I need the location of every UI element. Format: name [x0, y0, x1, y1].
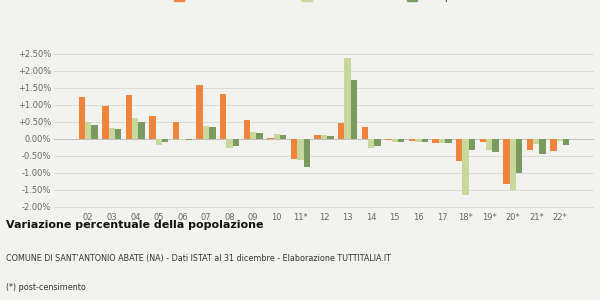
- Bar: [132, 118, 139, 139]
- Bar: [362, 127, 368, 139]
- Bar: [550, 139, 557, 152]
- Bar: [291, 139, 297, 159]
- Text: (*) post-censimento: (*) post-censimento: [6, 284, 86, 292]
- Bar: [321, 135, 327, 139]
- Bar: [173, 122, 179, 139]
- Bar: [533, 139, 539, 144]
- Bar: [297, 139, 304, 160]
- Bar: [79, 97, 85, 139]
- Bar: [527, 139, 533, 151]
- Bar: [91, 125, 98, 139]
- Bar: [109, 128, 115, 139]
- Bar: [203, 126, 209, 139]
- Bar: [338, 123, 344, 139]
- Bar: [479, 139, 486, 142]
- Bar: [209, 127, 215, 139]
- Bar: [327, 136, 334, 139]
- Bar: [509, 139, 516, 190]
- Bar: [368, 139, 374, 148]
- Bar: [392, 139, 398, 142]
- Legend: Sant'Antonio Abate, Provincia di NA, Campania: Sant'Antonio Abate, Provincia di NA, Cam…: [169, 0, 479, 6]
- Bar: [149, 116, 155, 139]
- Text: COMUNE DI SANT'ANTONIO ABATE (NA) - Dati ISTAT al 31 dicembre - Elaborazione TUT: COMUNE DI SANT'ANTONIO ABATE (NA) - Dati…: [6, 254, 391, 262]
- Bar: [244, 120, 250, 139]
- Bar: [563, 139, 569, 145]
- Bar: [126, 95, 132, 139]
- Bar: [445, 139, 452, 142]
- Bar: [233, 139, 239, 146]
- Bar: [516, 139, 522, 172]
- Bar: [139, 122, 145, 139]
- Bar: [250, 132, 256, 139]
- Bar: [409, 139, 415, 141]
- Bar: [463, 139, 469, 195]
- Bar: [456, 139, 463, 161]
- Bar: [280, 135, 286, 139]
- Bar: [220, 94, 226, 139]
- Bar: [185, 139, 192, 140]
- Bar: [374, 139, 381, 146]
- Bar: [344, 58, 351, 139]
- Bar: [422, 139, 428, 142]
- Bar: [503, 139, 509, 184]
- Bar: [415, 139, 422, 142]
- Bar: [85, 122, 91, 139]
- Bar: [433, 139, 439, 142]
- Bar: [274, 134, 280, 139]
- Bar: [469, 139, 475, 151]
- Bar: [486, 139, 493, 151]
- Bar: [304, 139, 310, 167]
- Bar: [351, 80, 357, 139]
- Bar: [385, 139, 392, 140]
- Bar: [539, 139, 546, 154]
- Bar: [314, 135, 321, 139]
- Bar: [102, 106, 109, 139]
- Bar: [398, 139, 404, 142]
- Bar: [557, 139, 563, 141]
- Bar: [179, 139, 185, 140]
- Bar: [155, 139, 162, 145]
- Bar: [256, 134, 263, 139]
- Bar: [196, 85, 203, 139]
- Bar: [115, 129, 121, 139]
- Bar: [226, 139, 233, 148]
- Bar: [162, 139, 169, 142]
- Bar: [493, 139, 499, 152]
- Bar: [439, 139, 445, 142]
- Bar: [267, 138, 274, 139]
- Text: Variazione percentuale della popolazione: Variazione percentuale della popolazione: [6, 220, 263, 230]
